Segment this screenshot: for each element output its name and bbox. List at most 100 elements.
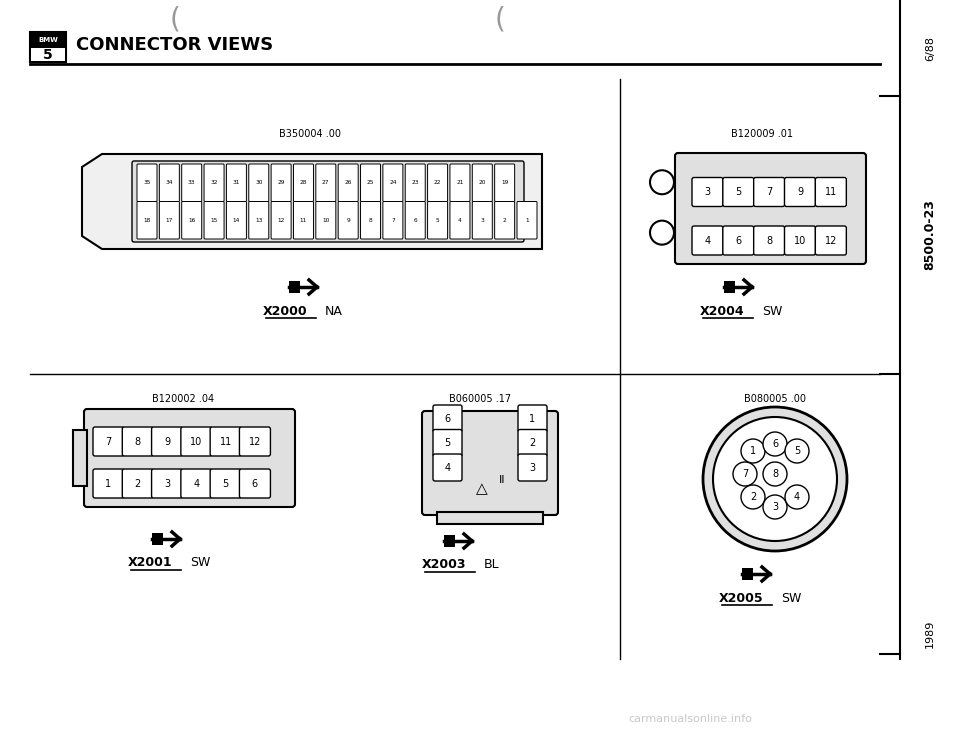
Text: 6: 6 — [414, 218, 417, 222]
FancyBboxPatch shape — [784, 178, 815, 207]
FancyBboxPatch shape — [210, 469, 241, 498]
FancyBboxPatch shape — [692, 226, 723, 255]
Text: 16: 16 — [188, 218, 195, 222]
FancyBboxPatch shape — [122, 469, 154, 498]
FancyBboxPatch shape — [338, 164, 358, 202]
Text: 2: 2 — [503, 218, 507, 222]
FancyBboxPatch shape — [405, 164, 425, 202]
Text: BL: BL — [484, 559, 499, 571]
FancyBboxPatch shape — [271, 202, 291, 239]
FancyBboxPatch shape — [754, 226, 784, 255]
Text: 18: 18 — [143, 218, 151, 222]
Text: 5: 5 — [735, 187, 741, 197]
FancyBboxPatch shape — [754, 178, 784, 207]
FancyBboxPatch shape — [294, 202, 314, 239]
Text: 3: 3 — [480, 218, 484, 222]
Circle shape — [703, 407, 847, 551]
Text: X2003: X2003 — [421, 559, 467, 571]
FancyBboxPatch shape — [422, 411, 558, 515]
Bar — [437, 512, 543, 524]
Circle shape — [785, 485, 809, 509]
Text: 29: 29 — [277, 180, 285, 185]
Bar — [444, 535, 455, 547]
FancyBboxPatch shape — [180, 427, 212, 456]
Text: 3: 3 — [164, 478, 170, 489]
Text: 8: 8 — [766, 236, 772, 246]
FancyBboxPatch shape — [210, 427, 241, 456]
Text: 3: 3 — [529, 463, 536, 472]
Text: X2000: X2000 — [263, 304, 307, 318]
Circle shape — [741, 485, 765, 509]
Bar — [31, 48, 65, 61]
FancyBboxPatch shape — [675, 153, 866, 264]
Text: 8: 8 — [134, 437, 141, 446]
Text: 6: 6 — [772, 439, 778, 449]
FancyBboxPatch shape — [204, 202, 224, 239]
Bar — [724, 281, 735, 293]
Text: 5: 5 — [223, 478, 228, 489]
FancyBboxPatch shape — [427, 202, 447, 239]
FancyBboxPatch shape — [132, 161, 524, 242]
FancyBboxPatch shape — [137, 164, 157, 202]
Text: 5: 5 — [436, 218, 440, 222]
FancyBboxPatch shape — [433, 405, 462, 432]
Text: B060005 .17: B060005 .17 — [449, 394, 511, 404]
Text: X2005: X2005 — [719, 591, 763, 604]
FancyBboxPatch shape — [494, 202, 515, 239]
Text: 22: 22 — [434, 180, 442, 185]
Text: 15: 15 — [210, 218, 218, 222]
Text: 17: 17 — [166, 218, 173, 222]
FancyBboxPatch shape — [249, 164, 269, 202]
Text: 31: 31 — [232, 180, 240, 185]
Text: 2: 2 — [750, 492, 756, 502]
Circle shape — [650, 221, 674, 245]
Text: 1: 1 — [106, 478, 111, 489]
FancyBboxPatch shape — [204, 164, 224, 202]
Text: 5: 5 — [794, 446, 800, 456]
Text: 1989: 1989 — [925, 620, 935, 648]
FancyBboxPatch shape — [692, 178, 723, 207]
FancyBboxPatch shape — [427, 164, 447, 202]
FancyBboxPatch shape — [181, 202, 202, 239]
Text: 25: 25 — [367, 180, 374, 185]
Text: 12: 12 — [277, 218, 285, 222]
FancyBboxPatch shape — [227, 202, 247, 239]
Text: 6: 6 — [735, 236, 741, 246]
Text: 3: 3 — [772, 502, 778, 512]
Text: SW: SW — [762, 304, 782, 318]
Text: 28: 28 — [300, 180, 307, 185]
Bar — [289, 281, 300, 293]
FancyBboxPatch shape — [815, 226, 847, 255]
FancyBboxPatch shape — [361, 164, 380, 202]
FancyBboxPatch shape — [784, 226, 815, 255]
Polygon shape — [82, 154, 542, 249]
Text: SW: SW — [190, 557, 210, 569]
Text: 7: 7 — [766, 187, 772, 197]
FancyBboxPatch shape — [239, 469, 271, 498]
FancyBboxPatch shape — [383, 164, 403, 202]
Text: 6/88: 6/88 — [925, 36, 935, 60]
Text: NA: NA — [325, 304, 343, 318]
FancyBboxPatch shape — [433, 454, 462, 481]
Text: 2: 2 — [134, 478, 141, 489]
FancyBboxPatch shape — [405, 202, 425, 239]
FancyBboxPatch shape — [271, 164, 291, 202]
Text: 9: 9 — [797, 187, 804, 197]
Text: 8: 8 — [772, 469, 778, 479]
FancyBboxPatch shape — [815, 178, 847, 207]
Circle shape — [650, 170, 674, 194]
Bar — [73, 430, 87, 486]
FancyBboxPatch shape — [517, 202, 537, 239]
FancyBboxPatch shape — [93, 469, 124, 498]
FancyBboxPatch shape — [472, 164, 492, 202]
FancyBboxPatch shape — [159, 164, 180, 202]
Circle shape — [785, 439, 809, 463]
Text: 3: 3 — [705, 187, 710, 197]
FancyBboxPatch shape — [383, 202, 403, 239]
Text: 8: 8 — [369, 218, 372, 222]
Text: 4: 4 — [458, 218, 462, 222]
Text: II: II — [499, 475, 505, 485]
Text: 8500.0-23: 8500.0-23 — [924, 199, 937, 270]
Text: 11: 11 — [220, 437, 231, 446]
Bar — [30, 32, 66, 62]
